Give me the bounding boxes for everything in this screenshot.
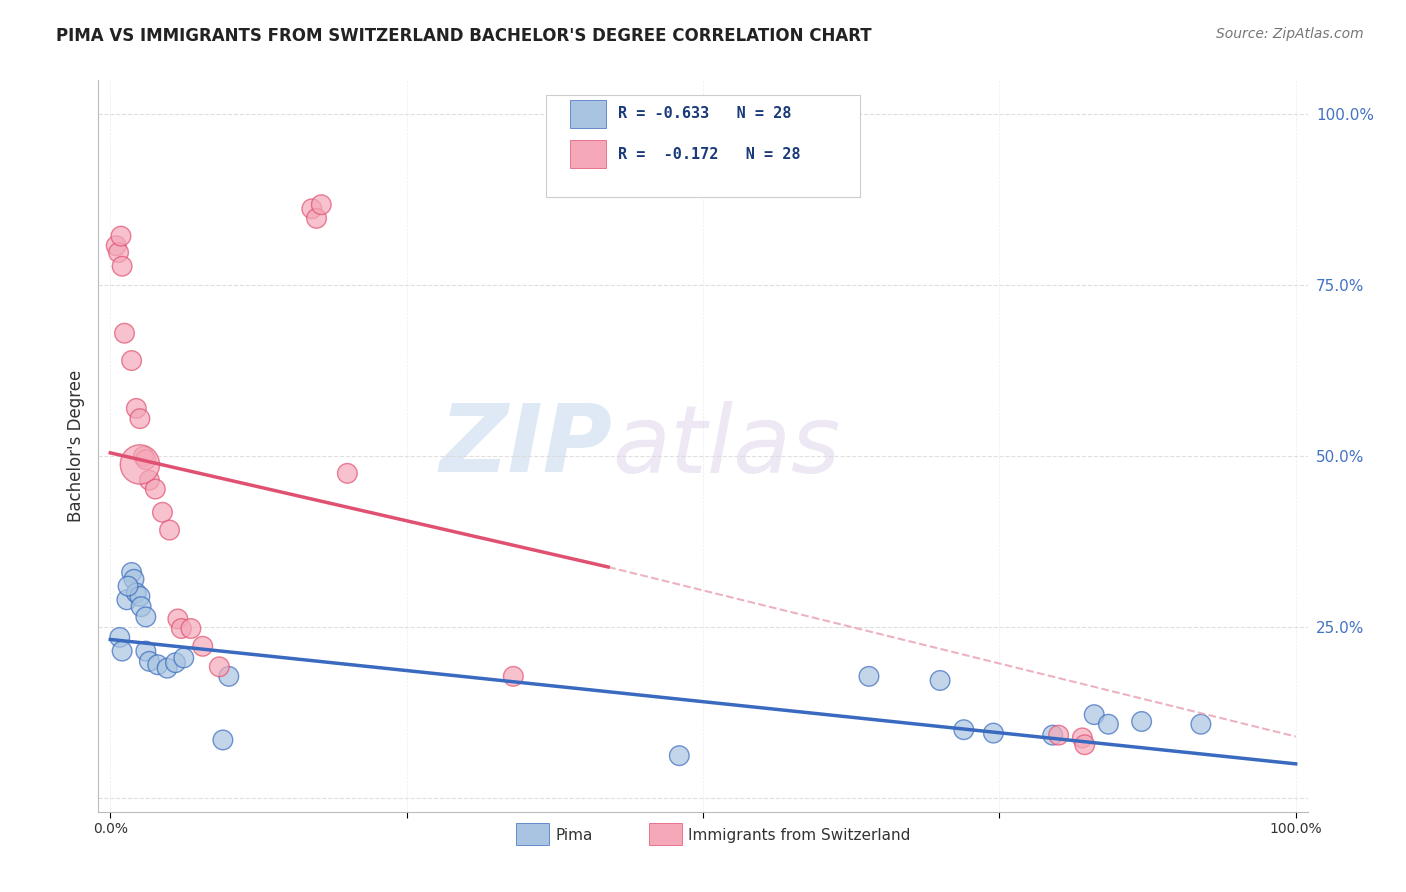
Point bbox=[1042, 728, 1064, 742]
Point bbox=[107, 245, 129, 260]
Point bbox=[929, 673, 952, 688]
Point bbox=[110, 229, 132, 244]
Point bbox=[114, 326, 136, 341]
Point bbox=[1047, 728, 1070, 742]
Point bbox=[502, 669, 524, 683]
Text: R = -0.633   N = 28: R = -0.633 N = 28 bbox=[619, 106, 792, 121]
Point bbox=[191, 640, 214, 654]
Point bbox=[1097, 717, 1119, 731]
Text: R =  -0.172   N = 28: R = -0.172 N = 28 bbox=[619, 147, 801, 162]
Point bbox=[129, 411, 152, 425]
Point bbox=[111, 259, 134, 273]
Point bbox=[165, 656, 187, 670]
Bar bbox=[516, 822, 550, 845]
Point bbox=[166, 612, 188, 626]
Point bbox=[135, 610, 157, 624]
Point bbox=[1189, 717, 1212, 731]
Text: PIMA VS IMMIGRANTS FROM SWITZERLAND BACHELOR'S DEGREE CORRELATION CHART: PIMA VS IMMIGRANTS FROM SWITZERLAND BACH… bbox=[56, 27, 872, 45]
Point bbox=[668, 748, 690, 763]
Point bbox=[135, 644, 157, 658]
Point bbox=[135, 452, 157, 467]
Point bbox=[129, 599, 152, 614]
Point bbox=[152, 505, 174, 519]
Point bbox=[301, 202, 323, 216]
Point bbox=[117, 579, 139, 593]
FancyBboxPatch shape bbox=[546, 95, 860, 197]
Point bbox=[1083, 707, 1105, 722]
Point bbox=[111, 644, 134, 658]
Point bbox=[125, 586, 148, 600]
Bar bbox=[569, 100, 606, 128]
Point bbox=[138, 473, 160, 487]
Point bbox=[983, 726, 1005, 740]
Bar bbox=[569, 140, 606, 168]
Y-axis label: Bachelor's Degree: Bachelor's Degree bbox=[66, 370, 84, 522]
Point bbox=[1071, 731, 1094, 745]
Text: ZIP: ZIP bbox=[440, 400, 613, 492]
Point bbox=[305, 211, 328, 226]
Point bbox=[129, 590, 152, 604]
Point bbox=[180, 622, 202, 636]
Point bbox=[125, 401, 148, 416]
Text: Pima: Pima bbox=[555, 828, 593, 843]
Bar bbox=[648, 822, 682, 845]
Point bbox=[108, 631, 131, 645]
Point bbox=[105, 238, 128, 252]
Point bbox=[115, 592, 138, 607]
Point bbox=[311, 197, 333, 211]
Point bbox=[159, 523, 181, 537]
Point bbox=[122, 572, 145, 586]
Text: Source: ZipAtlas.com: Source: ZipAtlas.com bbox=[1216, 27, 1364, 41]
Point bbox=[129, 458, 152, 472]
Point bbox=[952, 723, 974, 737]
Point bbox=[146, 657, 169, 672]
Point bbox=[858, 669, 880, 683]
Point bbox=[1130, 714, 1153, 729]
Point bbox=[336, 467, 359, 481]
Point bbox=[212, 733, 235, 747]
Point bbox=[143, 482, 166, 496]
Point bbox=[156, 661, 179, 675]
Point bbox=[170, 622, 193, 636]
Point bbox=[173, 651, 195, 665]
Point bbox=[138, 654, 160, 668]
Point bbox=[132, 449, 155, 463]
Point bbox=[1073, 738, 1095, 752]
Point bbox=[218, 669, 240, 683]
Text: atlas: atlas bbox=[613, 401, 841, 491]
Point bbox=[208, 660, 231, 674]
Point bbox=[121, 353, 143, 368]
Text: Immigrants from Switzerland: Immigrants from Switzerland bbox=[689, 828, 911, 843]
Point bbox=[121, 566, 143, 580]
